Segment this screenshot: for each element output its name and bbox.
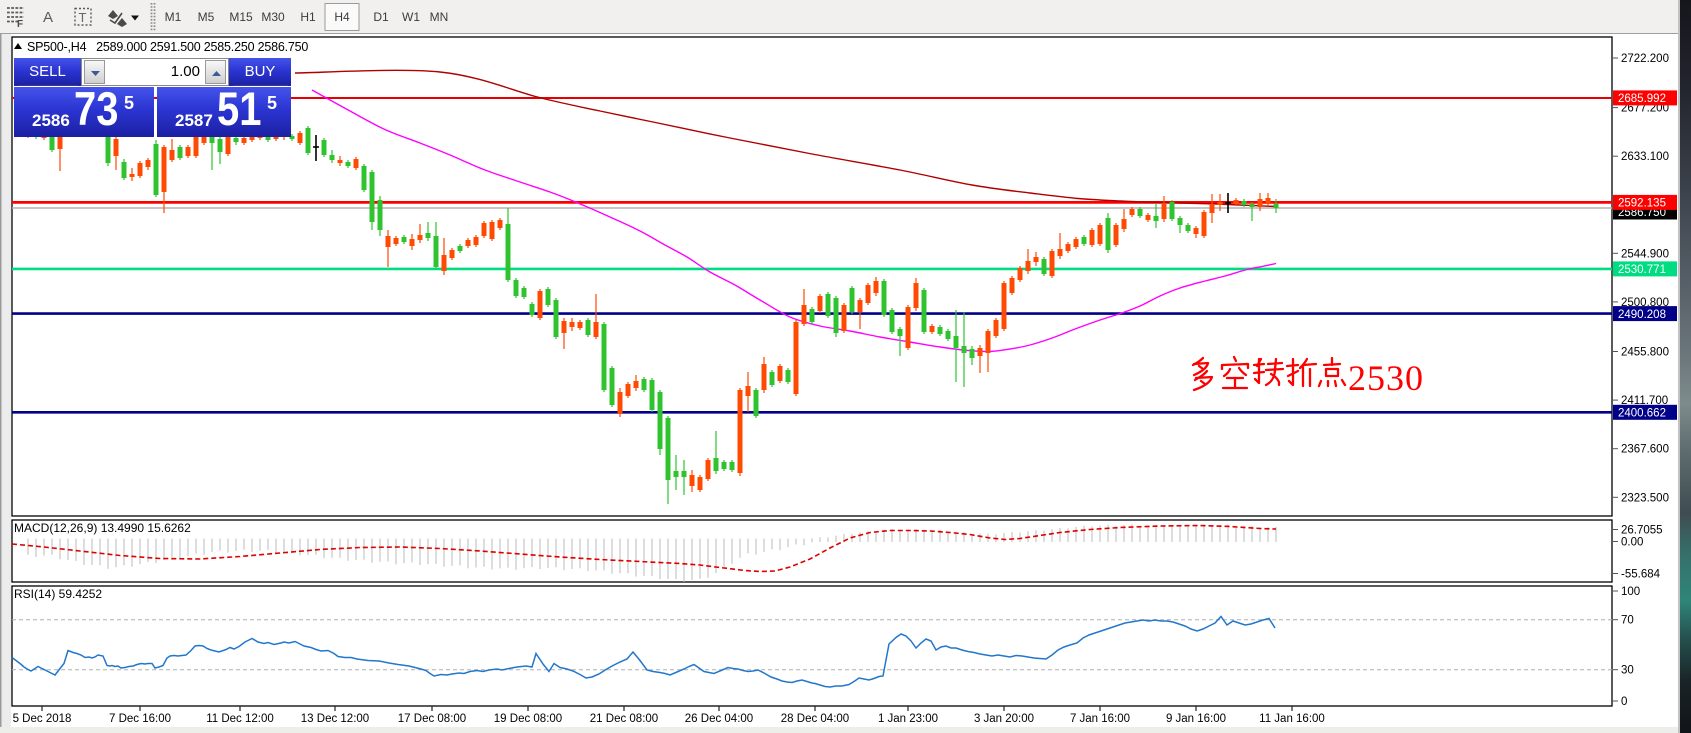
svg-text:13 Dec 12:00: 13 Dec 12:00 <box>301 713 369 725</box>
svg-text:2722.200: 2722.200 <box>1621 53 1669 65</box>
svg-text:2400.662: 2400.662 <box>1618 408 1666 420</box>
svg-text:0.00: 0.00 <box>1621 537 1643 549</box>
svg-text:SP500-,H4 2589.000 2591.500: SP500-,H4 2589.000 2591.500 2585.250 258… <box>27 40 308 54</box>
svg-text:5 Dec 2018: 5 Dec 2018 <box>13 713 72 725</box>
svg-text:2633.100: 2633.100 <box>1621 151 1669 163</box>
svg-text:-55.684: -55.684 <box>1621 569 1661 581</box>
svg-text:2500.800: 2500.800 <box>1621 297 1669 309</box>
svg-text:28 Dec 04:00: 28 Dec 04:00 <box>781 713 849 725</box>
svg-text:30: 30 <box>1621 665 1634 677</box>
svg-text:7 Dec 16:00: 7 Dec 16:00 <box>109 713 171 725</box>
svg-text:2455.800: 2455.800 <box>1621 347 1669 359</box>
svg-text:21 Dec 08:00: 21 Dec 08:00 <box>590 713 658 725</box>
svg-text:MACD(12,26,9) 13.4990 15.6262: MACD(12,26,9) 13.4990 15.6262 <box>14 521 191 535</box>
svg-text:7 Jan 16:00: 7 Jan 16:00 <box>1070 713 1130 725</box>
svg-text:2592.135: 2592.135 <box>1618 198 1666 210</box>
svg-text:26 Dec 04:00: 26 Dec 04:00 <box>685 713 753 725</box>
svg-text:1 Jan 23:00: 1 Jan 23:00 <box>878 713 938 725</box>
svg-text:2685.992: 2685.992 <box>1618 93 1666 105</box>
svg-text:26.7055: 26.7055 <box>1621 525 1663 537</box>
svg-text:17 Dec 08:00: 17 Dec 08:00 <box>398 713 466 725</box>
svg-text:100: 100 <box>1621 586 1640 598</box>
svg-text:11 Jan 16:00: 11 Jan 16:00 <box>1259 713 1325 725</box>
svg-text:2677.200: 2677.200 <box>1621 103 1669 115</box>
svg-text:2411.700: 2411.700 <box>1621 395 1668 407</box>
svg-text:11 Dec 12:00: 11 Dec 12:00 <box>206 713 274 725</box>
svg-text:A: A <box>43 9 53 26</box>
svg-text:19 Dec 08:00: 19 Dec 08:00 <box>494 713 562 725</box>
svg-text:0: 0 <box>1621 696 1627 708</box>
svg-text:2530.771: 2530.771 <box>1618 264 1666 276</box>
svg-text:2530: 2530 <box>1348 358 1424 398</box>
svg-text:2544.900: 2544.900 <box>1621 248 1669 260</box>
svg-text:2367.600: 2367.600 <box>1621 444 1669 456</box>
svg-text:9 Jan 16:00: 9 Jan 16:00 <box>1166 713 1226 725</box>
svg-text:2323.500: 2323.500 <box>1621 492 1669 504</box>
svg-text:F: F <box>17 19 23 30</box>
svg-text:RSI(14) 59.4252: RSI(14) 59.4252 <box>14 587 102 601</box>
svg-text:2490.208: 2490.208 <box>1618 309 1666 321</box>
svg-text:2586.750: 2586.750 <box>1618 207 1666 219</box>
svg-text:3 Jan 20:00: 3 Jan 20:00 <box>974 713 1034 725</box>
svg-text:70: 70 <box>1621 615 1634 627</box>
svg-text:T: T <box>79 10 87 25</box>
